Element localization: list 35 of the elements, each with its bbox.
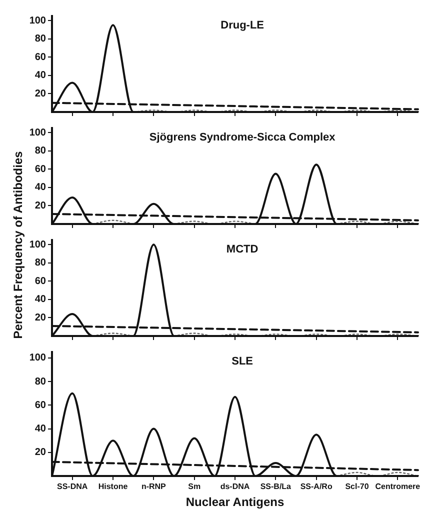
y-tick-label: 80 — [34, 146, 46, 157]
x-tick-label: SS-A/Ro — [300, 482, 332, 492]
y-tick-label: 20 — [34, 88, 46, 100]
y-tick-label: 80 — [34, 258, 46, 269]
chart-title: MCTD — [226, 244, 258, 256]
x-tick-label: ds-DNA — [220, 482, 250, 492]
y-tick-label: 80 — [34, 34, 46, 45]
y-tick-label: 100 — [29, 239, 46, 250]
chart-title: Sjögrens Syndrome-Sicca Complex — [149, 132, 336, 144]
y-tick-label: 60 — [34, 52, 46, 63]
y-tick-label: 40 — [34, 70, 46, 82]
y-tick-label: 40 — [34, 182, 46, 194]
y-tick-label: 60 — [34, 276, 46, 287]
x-tick-label: n-RNP — [141, 482, 167, 492]
y-tick-label: 60 — [34, 400, 46, 411]
x-tick-label: Histone — [98, 482, 128, 492]
x-tick-label: Sm — [188, 482, 201, 492]
y-tick-label: 100 — [29, 352, 46, 364]
x-axis-title: Nuclear Antigens — [186, 495, 284, 510]
y-tick-label: 80 — [34, 376, 46, 388]
y-tick-label: 100 — [29, 15, 46, 26]
chart-title: Drug-LE — [220, 20, 264, 32]
y-tick-label: 20 — [34, 312, 46, 324]
x-tick-label: Scl-70 — [345, 482, 370, 492]
x-tick-label: SS-B/La — [260, 482, 292, 492]
y-tick-label: 20 — [34, 200, 46, 212]
y-axis-title: Percent Frequency of Antibodies — [11, 150, 25, 341]
x-tick-label: SS-DNA — [56, 482, 88, 492]
x-tick-label: Centromere — [375, 482, 421, 492]
y-tick-label: 40 — [34, 294, 46, 306]
chart-title: SLE — [232, 356, 254, 368]
y-tick-label: 20 — [34, 447, 46, 458]
y-tick-label: 40 — [34, 424, 46, 435]
y-tick-label: 100 — [29, 127, 46, 138]
y-tick-label: 60 — [34, 164, 46, 175]
